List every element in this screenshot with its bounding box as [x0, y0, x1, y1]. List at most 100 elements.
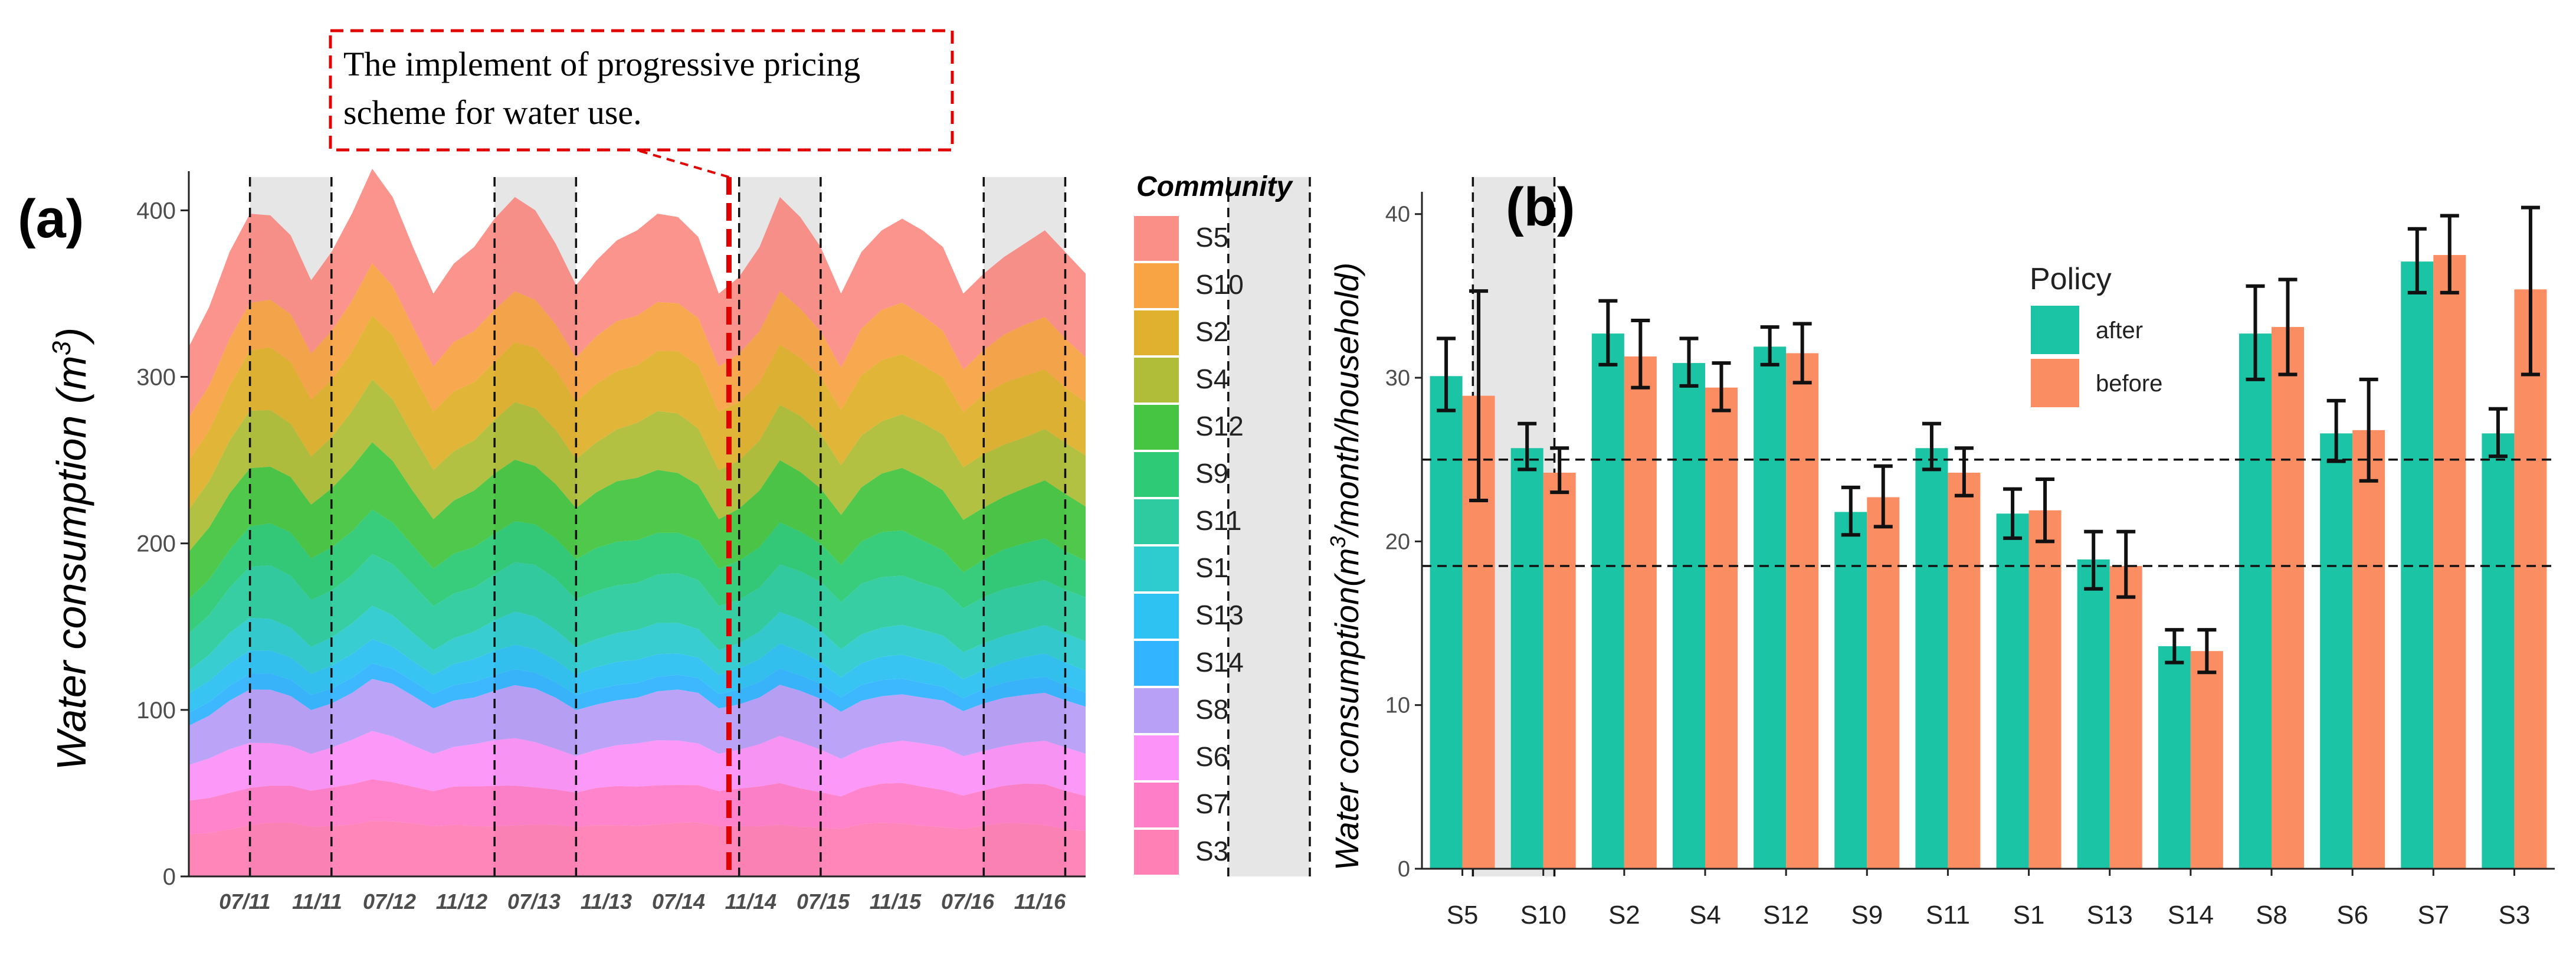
panel-a-y-tick-label: 400 — [136, 198, 176, 224]
legend-swatch-s14 — [1134, 641, 1179, 686]
panel-b-x-tick-label: S4 — [1689, 901, 1721, 930]
legend-swatch-s1 — [1134, 547, 1179, 591]
panel-b-x-tick-label: S9 — [1851, 901, 1883, 930]
panel-a-x-tick-label: 11/11 — [292, 889, 342, 914]
area-s8 — [189, 679, 1086, 765]
legend-swatch-s11 — [1134, 499, 1179, 544]
legend-swatch-s12 — [1134, 405, 1179, 450]
legend-label-s2: S2 — [1195, 316, 1228, 347]
panel-b-reference-lines — [1422, 458, 2555, 567]
bar-s8-after — [2239, 333, 2272, 869]
panel-a-period-boundaries — [248, 177, 1556, 876]
annotation-line-1: The implement of progressive pricing — [343, 45, 860, 83]
area-s1 — [189, 606, 1086, 694]
panel-a-y-axis-title-superscript: 3 — [47, 341, 76, 355]
panel-a-y-tick-labels: 0 100 200 300 400 — [136, 198, 176, 890]
panel-b-bars — [1430, 255, 2547, 869]
bar-s7-before — [2433, 255, 2466, 869]
legend-title-community: Community — [1136, 171, 1293, 202]
legend-label-s14: S14 — [1195, 647, 1244, 678]
panel-b-x-tick-label: S5 — [1447, 901, 1479, 930]
panel-a-axes — [181, 171, 1086, 878]
panel-b-x-tick-label: S1 — [2013, 901, 2045, 930]
area-s2 — [189, 315, 1086, 510]
legend-swatch-s8 — [1134, 688, 1179, 733]
bar-s3-before — [2514, 289, 2547, 869]
panel-a-legend: Community S5S10S2S4S12S9S11S1S13S14S8S6S… — [1134, 171, 1293, 875]
panel-a-x-tick-label: 11/15 — [870, 889, 922, 914]
panel-a-y-axis-title-main: Water consumption (m — [48, 355, 94, 770]
panel-b-x-tick-label: S10 — [1520, 901, 1566, 930]
panel-a-x-tick-label: 11/12 — [436, 889, 487, 914]
legend-label-s12: S12 — [1195, 411, 1244, 441]
area-s7 — [189, 779, 1086, 835]
bar-s1-before — [2028, 510, 2062, 869]
legend-label-s7: S7 — [1195, 788, 1228, 819]
bar-s14-before — [2190, 651, 2223, 869]
panel-a-x-tick-label: 07/11 — [219, 889, 270, 914]
panel-a-x-tick-labels: 07/11 11/11 07/12 11/12 07/13 11/13 07/14 11/14… — [219, 889, 1066, 914]
panel-b-legend: Policy after before — [2030, 262, 2162, 407]
area-s13 — [189, 639, 1086, 713]
bar-s10-before — [1543, 472, 1576, 869]
bar-s12-after — [1754, 346, 1787, 869]
panel-b-y-tick-label: 0 — [1398, 857, 1410, 882]
legend-items-community: S5 S10 S2 S4 S12 S9 S11 S1 S13 S14 S8 S6 S7 S3 — [1134, 216, 1244, 875]
panel-b-x-tick-label: S3 — [2499, 901, 2531, 930]
panel-a-x-tick-label: 11/14 — [725, 889, 776, 914]
panel-a-stacked-areas — [189, 168, 1086, 876]
bar-s11-before — [1948, 472, 1981, 869]
legend-swatch-s10 — [1134, 263, 1179, 308]
bar-s2-after — [1591, 333, 1624, 869]
panel-b-y-tick-label: 10 — [1385, 693, 1410, 718]
panel-a-x-tick-label: 11/13 — [581, 889, 632, 914]
bar-s6-after — [2320, 433, 2353, 869]
annotation-box — [329, 29, 954, 152]
panel-a-x-tick-label: 07/14 — [652, 889, 705, 914]
annotation-line-2: scheme for water use. — [343, 93, 642, 132]
panel-b-y-axis-title-main: Water consumption(m — [1328, 548, 1365, 871]
legend-label-after: after — [2096, 318, 2143, 343]
panel-b-x-tick-label: S11 — [1926, 901, 1970, 930]
bar-s2-before — [1624, 356, 1657, 869]
legend-swatch-s9 — [1134, 452, 1179, 497]
bar-s13-after — [2077, 559, 2110, 869]
bar-s11-after — [1915, 448, 1948, 869]
legend-label-s5: S5 — [1195, 222, 1228, 253]
panel-b-y-tick-label: 40 — [1385, 202, 1410, 227]
panel-b-x-tick-label: S12 — [1763, 901, 1809, 930]
panel-a-x-tick-label: 07/12 — [363, 889, 416, 914]
panel-b-y-axis-title: Water consumption(m3/month/household) — [1326, 263, 1365, 871]
area-s6 — [189, 731, 1086, 801]
panel-a-y-tick-label: 0 — [163, 864, 176, 890]
legend-swatch-before — [2031, 359, 2079, 407]
legend-items-policy: after before — [2031, 306, 2162, 407]
panel-a-x-tick-label: 11/16 — [1014, 889, 1066, 914]
bar-s1-after — [1996, 513, 2029, 869]
panel-b-y-tick-labels: 0 10 20 30 40 — [1385, 202, 1410, 882]
panel-b-x-tick-label: S8 — [2256, 901, 2287, 930]
bar-s10-after — [1510, 448, 1543, 869]
area-s11 — [189, 554, 1086, 671]
bar-s4-after — [1673, 363, 1705, 869]
bar-s9-before — [1867, 497, 1900, 869]
bar-s5-after — [1430, 376, 1463, 869]
area-s4 — [189, 379, 1086, 552]
legend-swatch-s5 — [1134, 216, 1179, 261]
legend-swatch-s6 — [1134, 735, 1179, 780]
bar-s8-before — [2272, 327, 2304, 869]
shaded-period-5 — [1228, 177, 1310, 876]
area-s9 — [189, 509, 1086, 634]
legend-label-s10: S10 — [1195, 269, 1244, 300]
panel-a-y-tick-label: 300 — [136, 365, 176, 391]
legend-swatch-s4 — [1134, 358, 1179, 403]
area-s12 — [189, 442, 1086, 600]
legend-swatch-after — [2031, 306, 2079, 354]
panel-a-label: (a) — [18, 189, 84, 249]
legend-swatch-s7 — [1134, 783, 1179, 827]
panel-a-y-axis-title: Water consumption (m3) — [47, 328, 94, 771]
panel-b-x-tick-label: S2 — [1608, 901, 1640, 930]
legend-label-s11: S11 — [1195, 505, 1241, 536]
panel-a-x-tick-label: 07/16 — [941, 889, 995, 914]
